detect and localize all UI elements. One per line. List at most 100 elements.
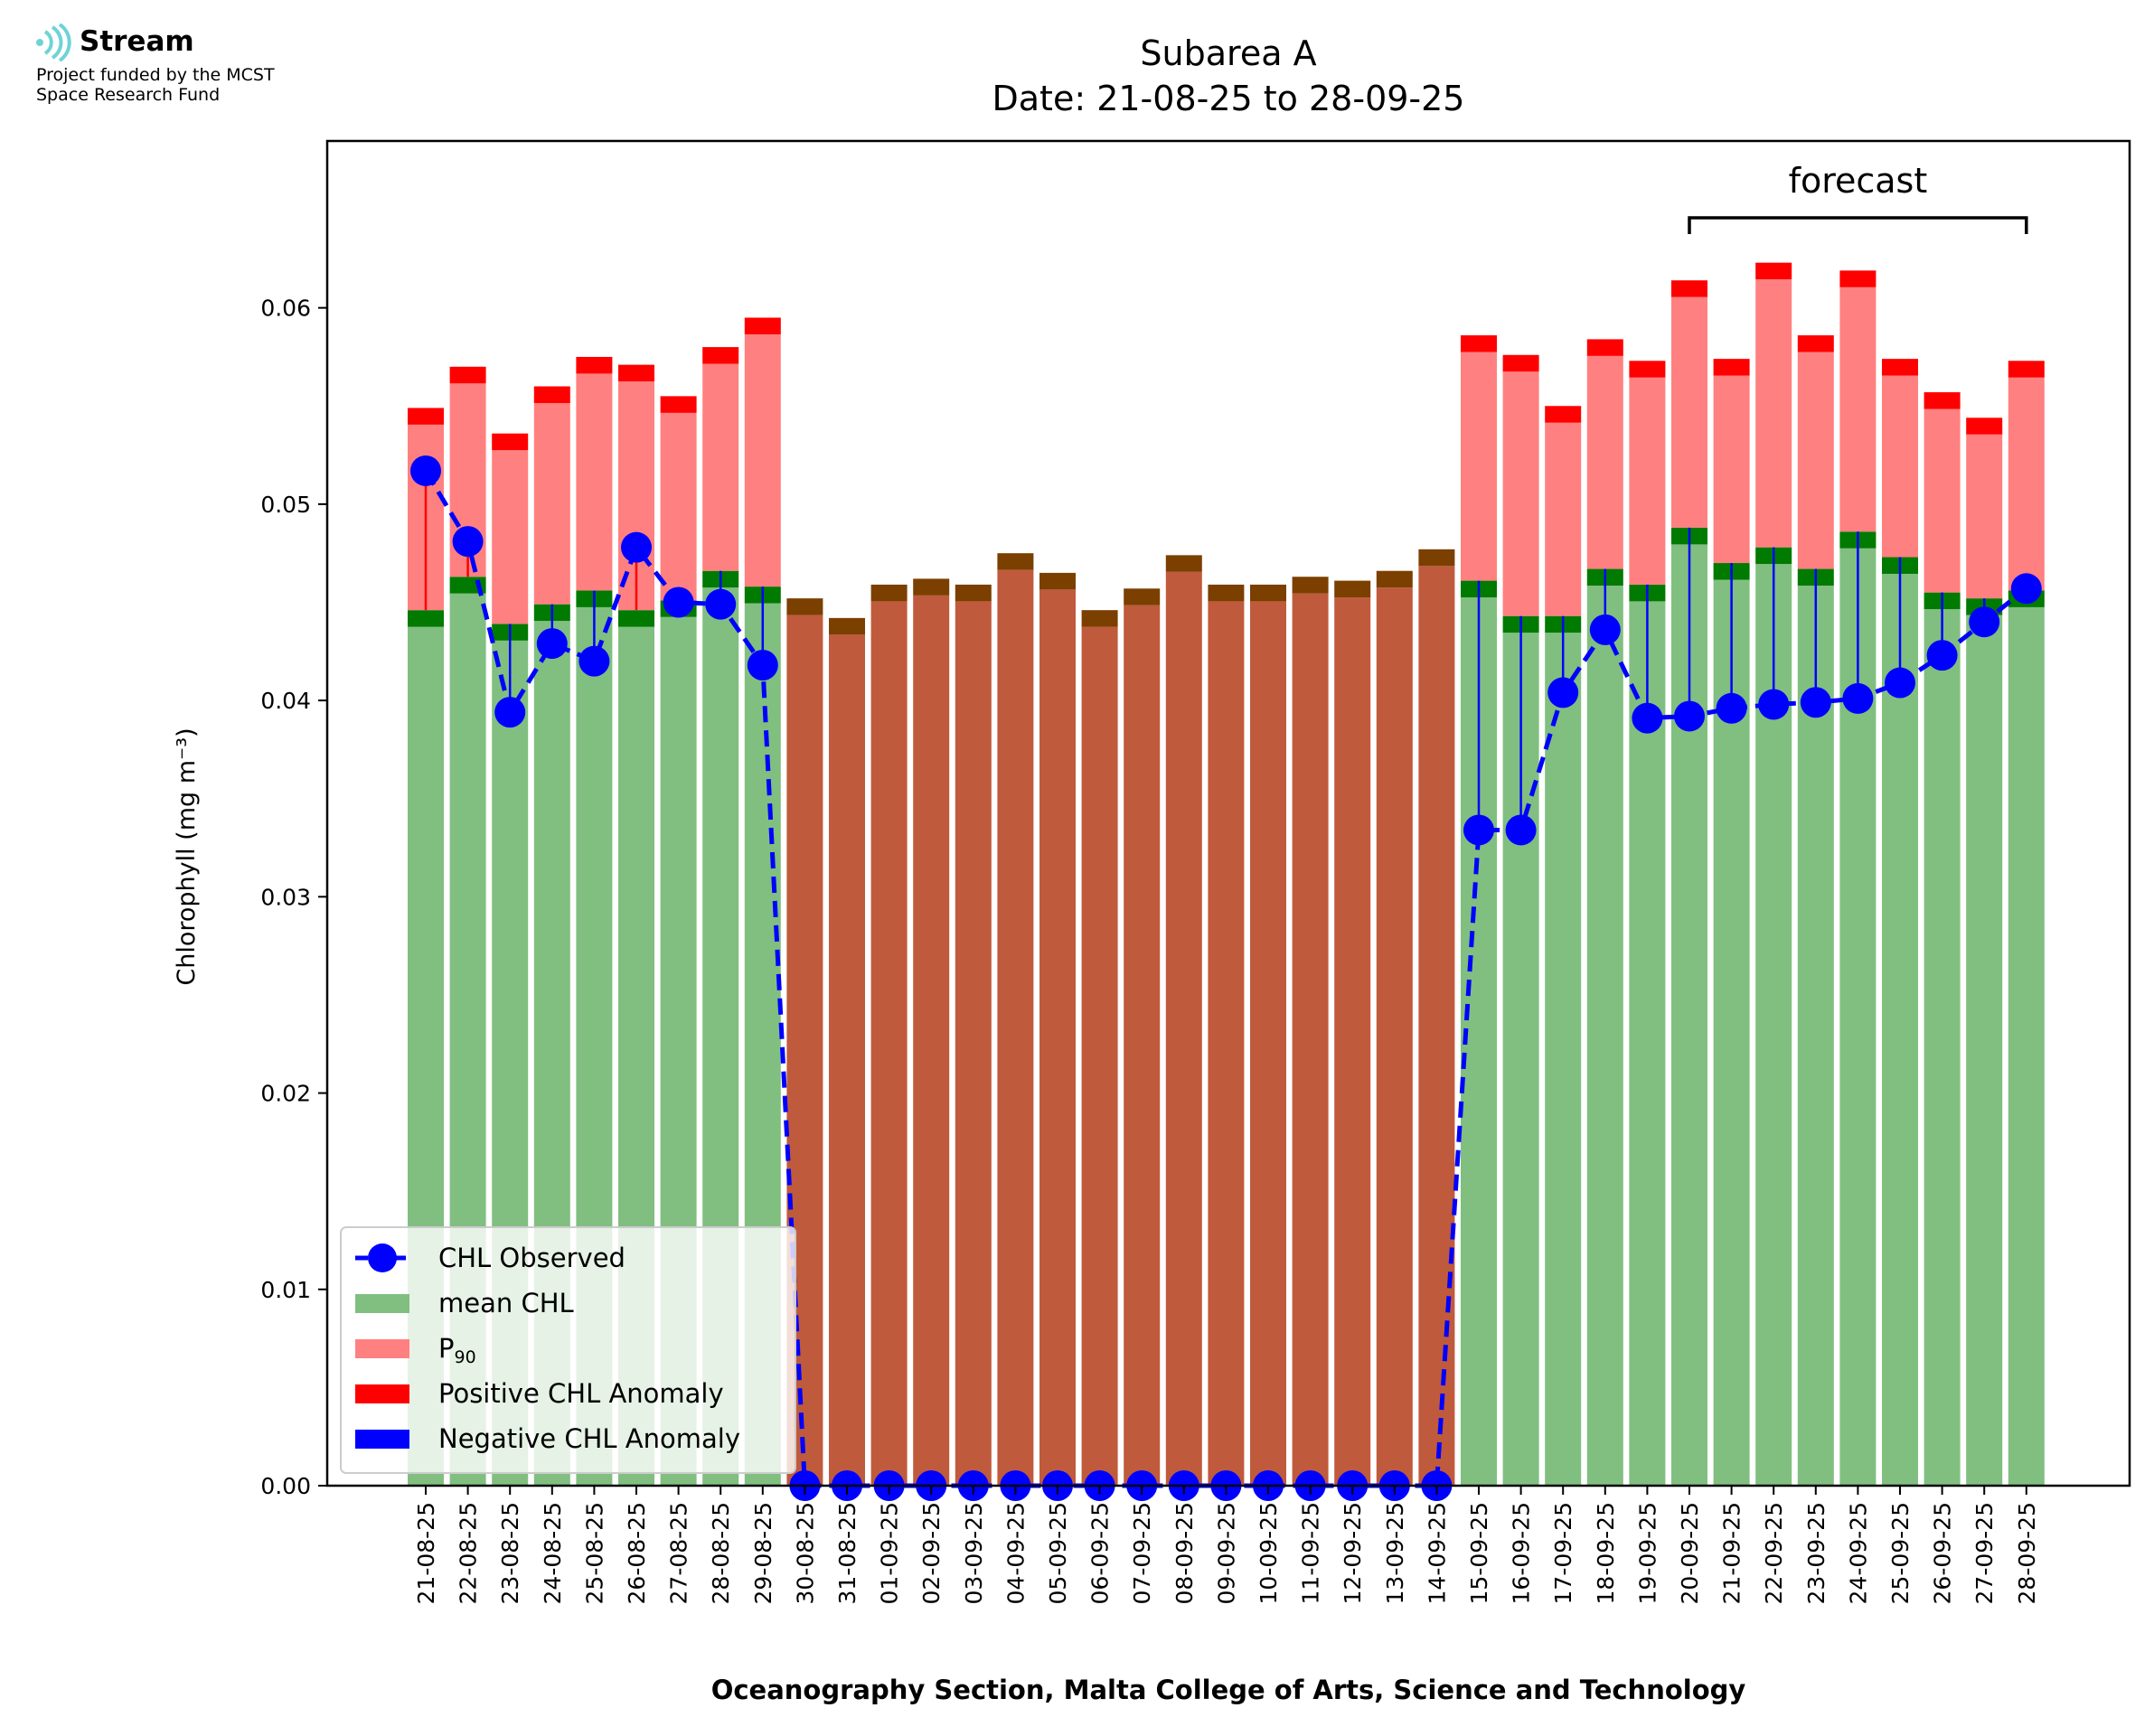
p90-cap [1966,418,2003,435]
observed-point [1885,667,1915,699]
x-tick-label: 22-09-25 [1761,1502,1787,1604]
observed-point [621,531,652,563]
legend-label: Negative CHL Anomaly [438,1423,740,1454]
p90-cap [408,408,444,425]
legend-swatch [355,1339,409,1358]
p90-bar [2008,377,2045,591]
x-tick-label: 19-09-25 [1634,1502,1660,1604]
observed-point [705,588,737,620]
mean-chl-bar [1545,633,1582,1486]
observed-point [1589,614,1621,645]
forecast-label: forecast [1789,161,1928,201]
no-data-bar [1165,571,1202,1486]
x-tick-label: 26-08-25 [624,1502,650,1604]
p90-cap [2008,361,2045,378]
no-data-bar-cap [1124,588,1161,605]
observed-point [1674,700,1705,732]
observed-point [1800,687,1831,718]
p90-cap [1629,361,1666,378]
p90-cap [533,386,570,403]
legend-label: CHL Observed [438,1243,626,1273]
no-data-bar-cap [1292,577,1329,594]
x-tick-label: 21-09-25 [1719,1502,1745,1604]
x-tick-label: 03-09-25 [961,1502,987,1604]
observed-point [1505,814,1537,846]
p90-bar [1839,286,1877,532]
x-tick-label: 09-09-25 [1213,1502,1239,1604]
no-data-bar [1039,589,1076,1486]
legend-swatch [355,1294,409,1313]
x-tick-label: 02-09-25 [918,1502,945,1604]
no-data-bar [1081,626,1118,1486]
logo-subtitle: Project funded by the MCST Space Researc… [36,65,416,105]
p90-bar [1671,296,1707,528]
no-data-bar-cap [1376,570,1413,588]
no-data-bar [955,601,992,1486]
x-tick-label: 22-08-25 [456,1502,482,1604]
mean-chl-cap [408,610,444,627]
x-tick-label: 04-09-25 [1002,1502,1029,1604]
x-tick-label: 31-08-25 [834,1502,861,1604]
x-tick-label: 13-09-25 [1382,1502,1408,1604]
mean-chl-cap [618,610,654,627]
p90-cap [1924,392,1961,409]
x-tick-label: 05-09-25 [1045,1502,1071,1604]
p90-cap [1461,335,1497,352]
observed-point [663,586,694,618]
x-tick-label: 23-09-25 [1803,1502,1829,1604]
observed-point [1632,702,1663,734]
p90-bar [1882,375,1918,558]
observed-point [1463,814,1494,846]
p90-bar [1797,352,1834,569]
p90-bar [1966,434,2003,599]
p90-bar [744,333,781,587]
p90-bar [1461,352,1497,581]
legend-swatch [355,1430,409,1449]
p90-bar [1924,408,1961,593]
x-tick-label: 21-08-25 [413,1502,439,1604]
p90-cap [744,317,781,334]
p90-cap [702,347,739,364]
y-tick-label: 0.06 [260,296,311,322]
no-data-bar-cap [870,584,908,602]
no-data-bar-cap [913,578,950,596]
y-tick-label: 0.00 [260,1473,311,1499]
no-data-bar-cap [997,553,1034,570]
logo-name: Stream [80,25,194,58]
p90-cap [449,366,486,384]
mean-chl-bar [1924,609,1961,1486]
x-tick-label: 12-09-25 [1340,1502,1366,1604]
x-tick-label: 10-09-25 [1256,1502,1282,1604]
no-data-bar-cap [1039,572,1076,590]
no-data-bar [913,595,950,1486]
observed-point [1547,677,1579,708]
y-tick-label: 0.05 [260,492,311,518]
no-data-bar [997,569,1034,1486]
forecast-bracket [1688,216,2028,234]
no-data-bar [1376,587,1413,1486]
legend-label: mean CHL [438,1288,574,1318]
x-tick-label: 15-09-25 [1466,1502,1492,1604]
x-tick-label: 01-09-25 [877,1502,903,1604]
x-tick-label: 26-09-25 [1930,1502,1956,1604]
mean-chl-bar [1713,579,1750,1486]
no-data-bar [1418,566,1455,1486]
plot-frame [325,139,2131,1487]
mean-chl-bar [1966,615,2003,1486]
mean-chl-bar [1629,601,1666,1486]
no-data-bar-cap [1165,555,1202,572]
x-tick-label: 24-08-25 [540,1502,566,1604]
chart-subtitle: Date: 21-08-25 to 28-09-25 [992,79,1465,118]
p90-bar [1755,279,1792,548]
p90-cap [1839,270,1877,287]
mean-chl-bar [2008,606,2045,1486]
no-data-bar [829,634,865,1486]
x-tick-label: 25-08-25 [581,1502,607,1604]
no-data-bar [1292,593,1329,1486]
x-tick-label: 27-09-25 [1971,1502,1998,1604]
p90-cap [1755,262,1792,280]
p90-cap [492,433,529,451]
observed-point [410,455,441,486]
p90-bar [576,373,613,591]
p90-cap [1713,359,1750,376]
